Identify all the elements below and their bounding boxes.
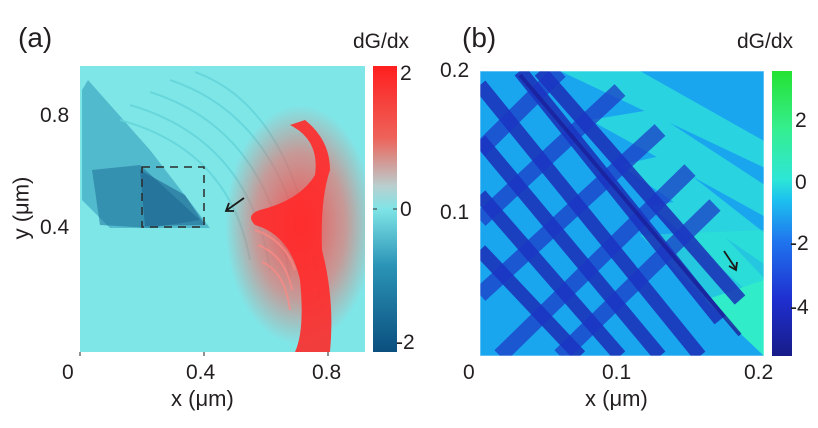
colorbar-b bbox=[772, 71, 792, 356]
panel-label-a: (a) bbox=[18, 22, 53, 53]
cb-tick-b-neg4: -4 bbox=[790, 296, 809, 319]
heatmap-b bbox=[480, 71, 764, 356]
colorbar-title-b: dG/dx bbox=[737, 30, 794, 53]
x-tick-b-0.1: 0.1 bbox=[602, 361, 632, 384]
arrow-b bbox=[723, 250, 738, 272]
plot-frame-b bbox=[479, 70, 765, 357]
y-tick-b-0.2: 0.2 bbox=[440, 59, 470, 82]
cb-tick-a-neg2: -2 bbox=[396, 331, 415, 354]
ticks-a bbox=[79, 352, 329, 356]
cb-tick-b-0: 0 bbox=[795, 171, 807, 194]
y-tick-a-0.8: 0.8 bbox=[40, 104, 70, 127]
cb-tick-a-2: 2 bbox=[400, 62, 412, 85]
colorbar-title-a: dG/dx bbox=[353, 30, 410, 53]
arrow-a bbox=[224, 197, 245, 212]
x-tick-b-0: 0 bbox=[463, 361, 475, 384]
x-tick-a-0.8: 0.8 bbox=[312, 361, 342, 384]
panel-label-b: (b) bbox=[462, 22, 497, 53]
x-axis-label-a: x (μm) bbox=[171, 386, 234, 411]
dashed-box bbox=[141, 166, 205, 228]
x-axis-label-b: x (μm) bbox=[585, 386, 648, 411]
cb-tick-a-0: 0 bbox=[400, 198, 412, 221]
cb-tick-b-neg2: -2 bbox=[790, 232, 809, 255]
heatmap-a bbox=[80, 66, 365, 352]
x-tick-b-0.2: 0.2 bbox=[744, 361, 774, 384]
x-tick-a-0.4: 0.4 bbox=[186, 361, 216, 384]
x-tick-a-0: 0 bbox=[62, 361, 74, 384]
y-tick-a-0.4: 0.4 bbox=[40, 216, 70, 239]
y-tick-b-0.1: 0.1 bbox=[440, 201, 470, 224]
y-axis-label-a: y (μm) bbox=[8, 176, 34, 240]
cb-tick-b-2: 2 bbox=[795, 109, 807, 132]
